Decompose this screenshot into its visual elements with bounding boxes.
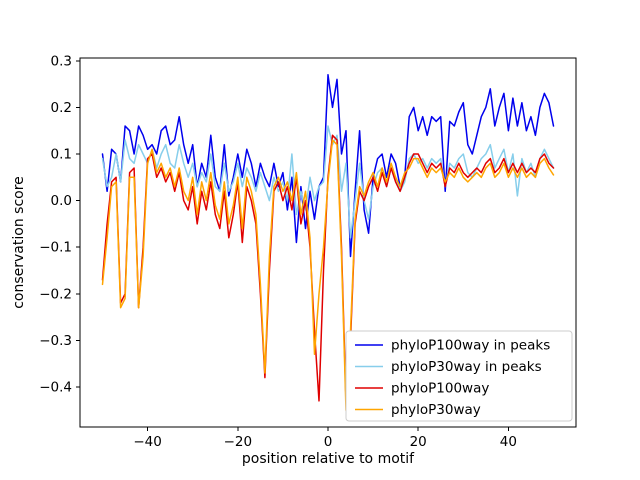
y-tick-label: 0.3 [51, 53, 72, 69]
x-tick-label: 0 [324, 434, 333, 450]
legend-label-phylop100way-in-peaks: phyloP100way in peaks [391, 338, 550, 354]
y-tick-label: −0.1 [39, 240, 72, 256]
series-lines [101, 74, 555, 411]
y-tick-label: 0.0 [51, 193, 72, 209]
axes: −40 −20 0 20 40 −0.4 −0.3 −0.2 −0.1 0.0 0.1 0.2 0.3 [39, 53, 577, 450]
x-tick-label: −40 [133, 434, 162, 450]
legend-label-phylop100way: phyloP100way [391, 381, 489, 397]
legend-label-phylop30way-in-peaks: phyloP30way in peaks [391, 359, 542, 375]
y-tick-label: −0.4 [39, 379, 72, 395]
y-tick-label: −0.3 [39, 333, 72, 349]
series-line-phylop100way-in-peaks [101, 74, 555, 258]
x-tick-label: −20 [224, 434, 253, 450]
x-axis-label: position relative to motif [242, 451, 415, 467]
y-tick-label: 0.2 [51, 100, 72, 116]
legend-box [345, 330, 573, 422]
series-line-phylop30way [101, 139, 555, 411]
legend-label-phylop30way: phyloP30way [391, 402, 481, 418]
legend: phyloP100way in peaks phyloP30way in peak… [345, 330, 573, 422]
y-axis-label: conservation score [11, 176, 27, 309]
y-tick-label: 0.1 [51, 146, 72, 162]
x-tick-label: 40 [500, 434, 517, 450]
x-tick-label: 20 [410, 434, 427, 450]
y-tick-label: −0.2 [39, 286, 72, 302]
series-line-phylop30way-in-peaks [101, 125, 555, 239]
